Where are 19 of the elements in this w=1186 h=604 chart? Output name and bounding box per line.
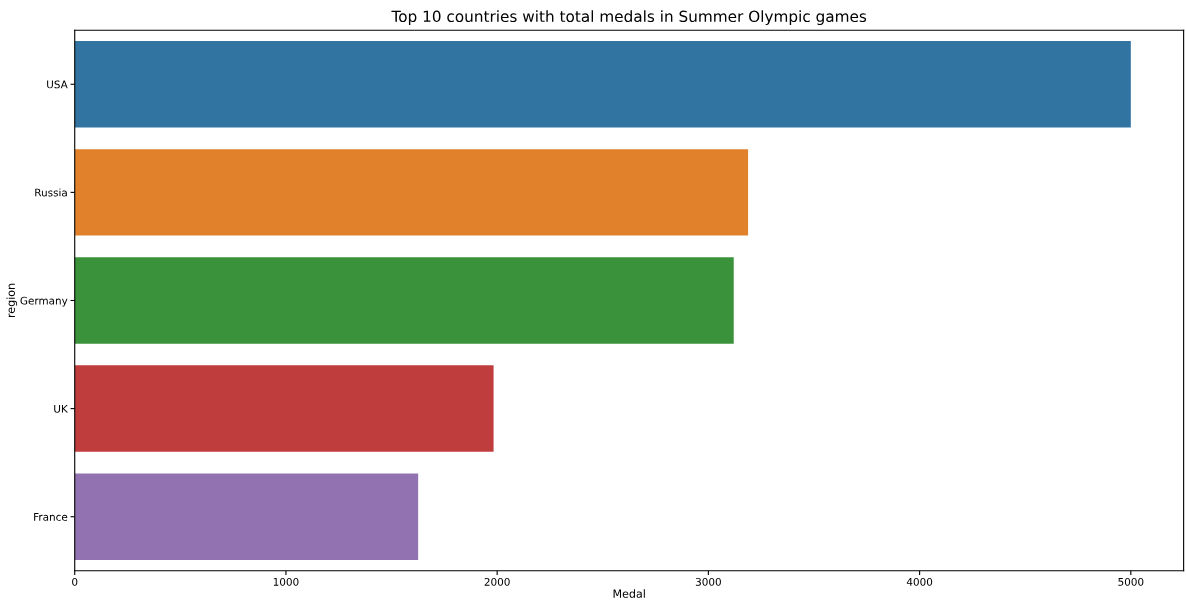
bar [74,365,494,452]
y-axis-title: region [6,283,18,318]
x-tick-label: 2000 [484,577,510,586]
y-tick-label: UK [54,404,68,413]
y-tick-label: France [34,513,68,521]
x-axis-title: Medal [613,589,645,598]
y-tick-label: Germany [20,296,68,307]
y-tick-label: Russia [35,188,67,197]
x-tick-label: 5000 [1118,577,1144,586]
x-tick-label: 4000 [906,577,933,586]
bar [74,257,734,344]
chart-title: Top 10 countries with total medals in Summer Olympic games [391,10,867,26]
bar [74,473,419,560]
x-tick-label: 1000 [273,577,299,586]
bar [74,149,749,236]
bar [74,41,1131,128]
y-tick-label: USA [47,80,68,89]
x-tick-label: 3000 [695,577,721,586]
x-tick-label: 0 [72,577,78,586]
